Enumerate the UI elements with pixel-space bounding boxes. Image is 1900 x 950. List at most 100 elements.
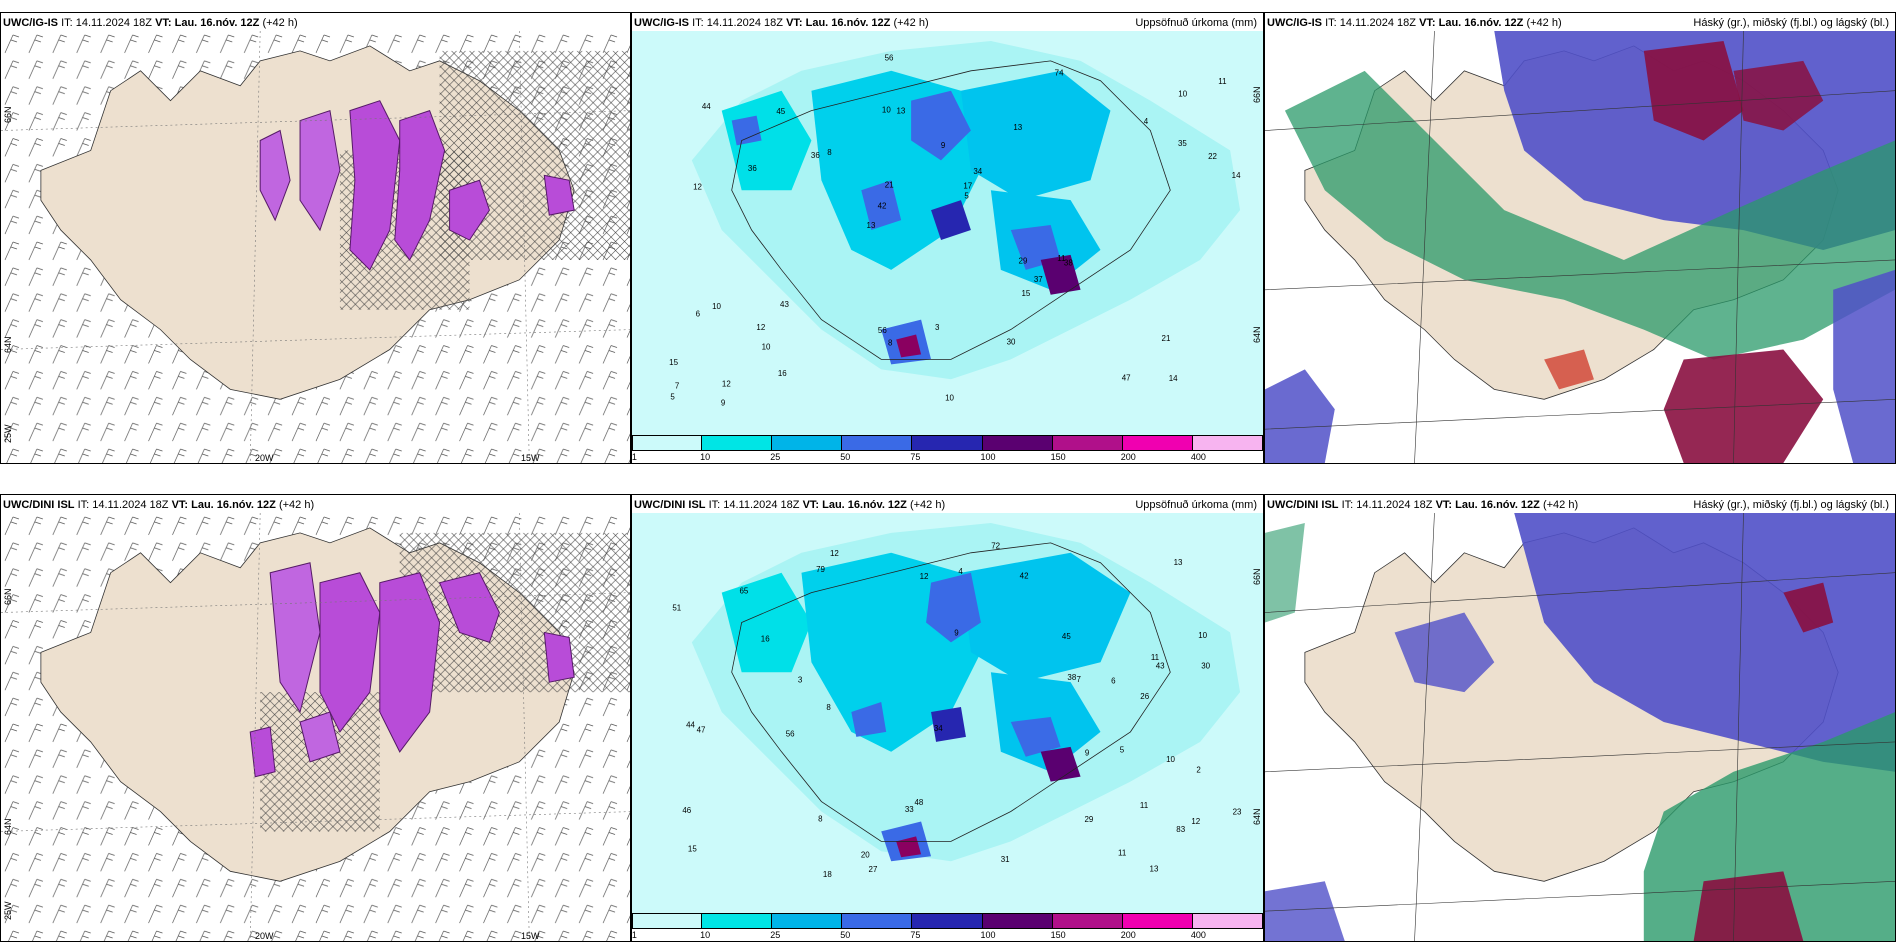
precip-value-label: 9 (721, 399, 726, 408)
precip-value-label: 74 (1055, 69, 1064, 78)
precip-value-label: 16 (778, 369, 787, 378)
precip-value-label: 43 (780, 300, 789, 309)
precip-value-label: 12 (1191, 817, 1200, 826)
precip-value-label: 14 (1232, 171, 1241, 180)
precip-value-label: 16 (761, 634, 770, 643)
precip-value-label: 11 (1151, 653, 1160, 662)
colorbar-tick: 100 (980, 930, 996, 940)
precip-value-label: 12 (920, 572, 929, 581)
precip-value-label: 56 (885, 54, 894, 63)
precip-value-label: 5 (964, 192, 969, 201)
precip-value-label: 42 (1020, 571, 1029, 580)
lat-label: 64N (3, 818, 13, 835)
colorbar-segment (982, 435, 1053, 451)
precip-map: 11 10 12 9 15 12 11 8 13 16 30 51 26 27 46 65 83 79 48 43 44… (632, 513, 1263, 913)
cloud-map (1265, 31, 1895, 463)
panel-header: UWC/DINI ISL IT: 14.11.2024 18Z VT: Lau.… (3, 499, 315, 511)
colorbar-tick: 200 (1120, 930, 1136, 940)
colorbar-segment (772, 435, 843, 451)
precip-value-label: 30 (1201, 661, 1210, 670)
panel-right-title: Uppsöfnuð úrkoma (mm) (1135, 17, 1257, 29)
panel-header: UWC/DINI ISL IT: 14.11.2024 18Z VT: Lau.… (634, 499, 1257, 511)
precip-value-label: 56 (878, 326, 887, 335)
precip-value-label: 2 (1196, 766, 1201, 775)
precip-value-label: 33 (905, 805, 914, 814)
precip-value-label: 12 (830, 549, 839, 558)
precip-value-label: 29 (1084, 815, 1093, 824)
lat-label: 64N (1252, 326, 1262, 343)
precip-value-label: 12 (693, 183, 702, 192)
panel-right-title: Háský (gr.), miðský (fj.bl.) og lágský (… (1693, 17, 1889, 29)
precip-value-label: 21 (1162, 334, 1171, 343)
colorbar-tick: 25 (770, 930, 781, 940)
colorbar-segment (702, 435, 773, 451)
precip-value-label: 34 (973, 167, 982, 176)
precip-value-label: 15 (669, 358, 678, 367)
panel-snow-bottom: UWC/DINI ISL IT: 14.11.2024 18Z VT: Lau.… (0, 494, 631, 942)
precip-value-label: 45 (1062, 632, 1071, 641)
colorbar-segment (912, 435, 983, 451)
colorbar-tick: 10 (700, 930, 711, 940)
precip-value-label: 72 (991, 542, 1000, 551)
colorbar-tick: 25 (770, 452, 781, 462)
precip-value-label: 56 (786, 729, 795, 738)
precip-value-label: 4 (1144, 117, 1149, 126)
colorbar-segment (842, 913, 913, 929)
precip-value-label: 43 (1156, 662, 1165, 671)
precip-value-label: 44 (702, 102, 711, 111)
colorbar-segment (702, 913, 773, 929)
lat-label: 25W (3, 424, 13, 443)
precip-value-label: 38 (1064, 258, 1073, 267)
precip-value-label: 4 (958, 567, 963, 576)
colorbar-segment (632, 435, 703, 451)
colorbar-segment (912, 913, 983, 929)
precip-value-label: 3 (935, 323, 940, 332)
precip-value-label: 15 (688, 845, 697, 854)
precip-value-label: 3 (798, 675, 803, 684)
precip-value-label: 37 (1034, 275, 1043, 284)
precip-value-label: 35 (1178, 139, 1187, 148)
precip-value-label: 7 (1076, 675, 1081, 684)
precip-value-label: 48 (915, 798, 924, 807)
precip-value-label: 13 (1174, 558, 1183, 567)
precip-value-label: 13 (1150, 864, 1159, 873)
precip-value-label: 31 (1001, 855, 1010, 864)
colorbar-segment (1052, 435, 1123, 451)
panel-header: UWC/DINI ISL IT: 14.11.2024 18Z VT: Lau.… (1267, 499, 1889, 511)
precip-value-label: 10 (762, 343, 771, 352)
snow-map (1, 31, 630, 463)
colorbar-tick: 400 (1190, 930, 1206, 940)
precip-value-label: 26 (1140, 692, 1149, 701)
colorbar-segment (1122, 435, 1193, 451)
precip-value-label: 47 (697, 726, 706, 735)
panel-precip-bottom: UWC/DINI ISL IT: 14.11.2024 18Z VT: Lau.… (631, 494, 1264, 942)
precip-value-label: 8 (818, 815, 823, 824)
precip-value-label: 22 (1208, 152, 1217, 161)
colorbar-tick: 150 (1050, 930, 1066, 940)
precip-value-label: 10 (882, 105, 891, 114)
precip-value-label: 65 (739, 587, 748, 596)
precip-value-label: 10 (1178, 90, 1187, 99)
precip-value-label: 8 (827, 148, 832, 157)
precip-value-label: 44 (686, 721, 695, 730)
precip-value-label: 14 (1169, 374, 1178, 383)
precip-value-label: 13 (867, 221, 876, 230)
colorbar-segment (982, 913, 1053, 929)
precip-value-label: 51 (672, 604, 681, 613)
cloud-map (1265, 513, 1895, 941)
precip-value-label: 11 (1118, 849, 1127, 858)
precip-value-label: 15 (1021, 289, 1030, 298)
precip-value-label: 9 (1085, 748, 1090, 757)
precip-value-label: 8 (826, 703, 831, 712)
panel-right-title: Háský (gr.), miðský (fj.bl.) og lágský (… (1693, 499, 1889, 511)
colorbar-tick: 200 (1120, 452, 1136, 462)
precip-value-label: 12 (756, 323, 765, 332)
panel-right-title: Uppsöfnuð úrkoma (mm) (1135, 499, 1257, 511)
precip-value-label: 5 (670, 393, 675, 402)
precip-value-label: 10 (1198, 631, 1207, 640)
lat-label: 66N (3, 588, 13, 605)
precip-value-label: 17 (963, 181, 972, 190)
precip-value-label: 34 (934, 724, 943, 733)
precip-value-label: 5 (1120, 745, 1125, 754)
precip-value-label: 36 (748, 164, 757, 173)
